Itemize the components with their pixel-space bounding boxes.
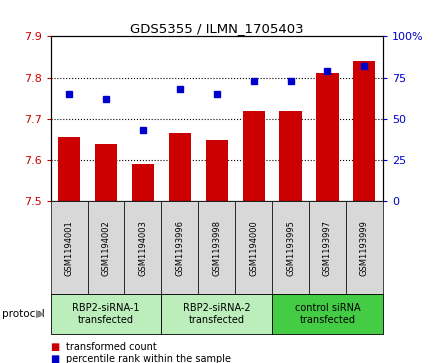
Bar [316, 73, 338, 201]
Text: ▶: ▶ [36, 309, 44, 319]
Text: ■: ■ [51, 354, 60, 363]
Bar [205, 139, 228, 201]
Text: GSM1193997: GSM1193997 [323, 220, 332, 276]
Bar [272, 294, 383, 334]
Bar [58, 138, 80, 201]
Bar [132, 164, 154, 201]
Text: percentile rank within the sample: percentile rank within the sample [66, 354, 231, 363]
Bar [198, 201, 235, 294]
Text: GSM1194000: GSM1194000 [249, 220, 258, 276]
Text: GSM1194001: GSM1194001 [65, 220, 73, 276]
Bar [88, 201, 125, 294]
Bar [346, 201, 383, 294]
Text: RBP2-siRNA-2
transfected: RBP2-siRNA-2 transfected [183, 303, 250, 325]
Text: control siRNA
transfected: control siRNA transfected [295, 303, 360, 325]
Bar [272, 201, 309, 294]
Text: ■: ■ [51, 342, 60, 352]
Text: protocol: protocol [2, 309, 45, 319]
Bar [309, 201, 346, 294]
Text: GSM1193998: GSM1193998 [212, 220, 221, 276]
Bar [161, 294, 272, 334]
Bar [242, 111, 265, 201]
Bar [51, 294, 161, 334]
Text: GSM1193995: GSM1193995 [286, 220, 295, 276]
Bar [161, 201, 198, 294]
Text: GSM1194003: GSM1194003 [138, 220, 147, 276]
Bar [279, 111, 301, 201]
Text: RBP2-siRNA-1
transfected: RBP2-siRNA-1 transfected [72, 303, 140, 325]
Text: GSM1193999: GSM1193999 [360, 220, 369, 276]
Bar [169, 133, 191, 201]
Bar [51, 201, 88, 294]
Bar [95, 144, 117, 201]
Text: GSM1193996: GSM1193996 [175, 220, 184, 276]
Bar [125, 201, 161, 294]
Text: transformed count: transformed count [66, 342, 157, 352]
Bar [235, 201, 272, 294]
Bar [353, 61, 375, 201]
Title: GDS5355 / ILMN_1705403: GDS5355 / ILMN_1705403 [130, 22, 304, 35]
Text: GSM1194002: GSM1194002 [102, 220, 110, 276]
